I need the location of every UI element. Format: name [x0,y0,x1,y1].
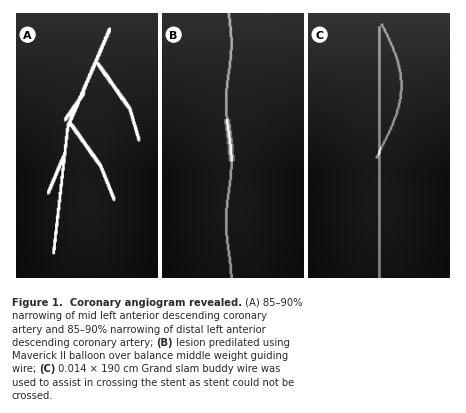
Text: crossed.: crossed. [12,390,53,400]
Text: descending coronary artery;: descending coronary artery; [12,337,156,347]
Text: (C): (C) [39,363,55,373]
Text: A: A [23,31,32,40]
Text: wire;: wire; [12,363,39,373]
Text: C: C [315,31,324,40]
Text: Maverick II balloon over balance middle weight guiding: Maverick II balloon over balance middle … [12,350,288,360]
Text: used to assist in crossing the stent as stent could not be: used to assist in crossing the stent as … [12,377,294,387]
Text: lesion predilated using: lesion predilated using [172,337,290,347]
Text: (B): (B) [156,337,172,347]
Text: narrowing of mid left anterior descending coronary: narrowing of mid left anterior descendin… [12,311,267,320]
Text: B: B [170,31,178,40]
Text: Figure 1.  Coronary angiogram revealed.: Figure 1. Coronary angiogram revealed. [12,297,242,307]
Text: artery and 85–90% narrowing of distal left anterior: artery and 85–90% narrowing of distal le… [12,324,266,334]
Text: (A) 85–90%: (A) 85–90% [242,297,302,307]
Text: 0.014 × 190 cm Grand slam buddy wire was: 0.014 × 190 cm Grand slam buddy wire was [55,363,281,373]
